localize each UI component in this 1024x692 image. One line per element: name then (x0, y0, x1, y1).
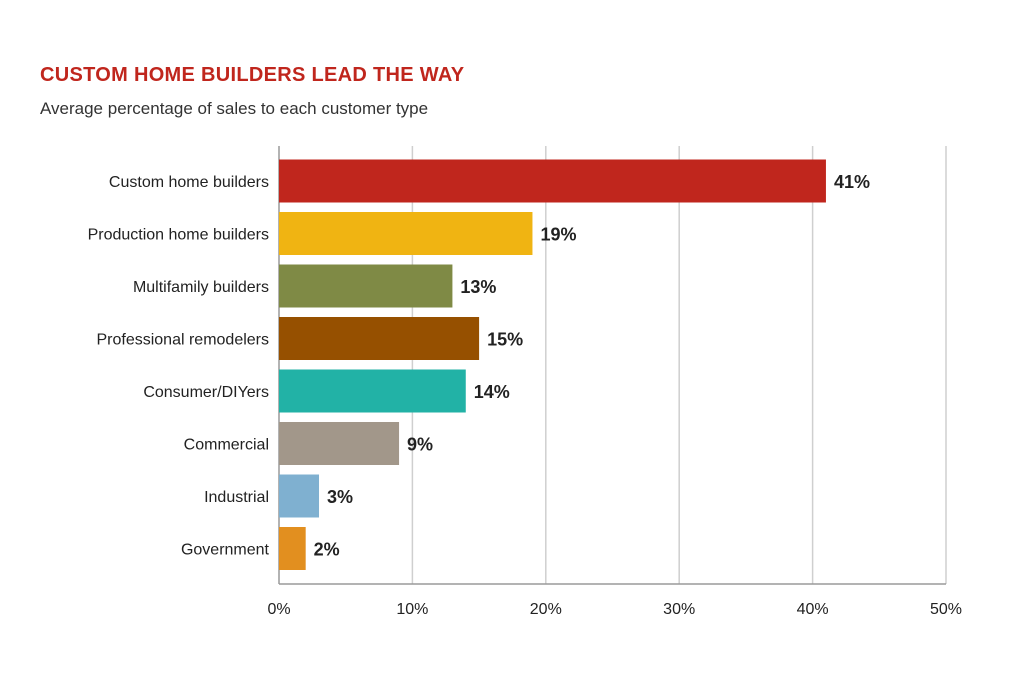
value-label: 41% (834, 172, 870, 192)
chart-title: CUSTOM HOME BUILDERS LEAD THE WAY (40, 64, 465, 86)
bars (279, 159, 826, 570)
bar (279, 474, 320, 518)
value-label: 9% (407, 435, 433, 455)
category-label: Industrial (204, 489, 269, 506)
bar (279, 212, 533, 255)
category-labels: Custom home builders Production home buil… (88, 174, 270, 559)
x-tick-label: 30% (663, 601, 695, 618)
bar (279, 527, 306, 570)
bar (279, 159, 826, 203)
category-label: Multifamily builders (133, 279, 269, 296)
bar (279, 422, 400, 465)
value-label: 19% (540, 225, 576, 245)
x-tick-label: 10% (396, 601, 428, 618)
value-label: 2% (314, 540, 340, 560)
x-tick-label: 20% (530, 601, 562, 618)
x-axis-tick-labels: 0% 10% 20% 30% 40% 50% (267, 601, 962, 618)
category-label: Professional remodelers (96, 332, 269, 349)
category-label: Government (181, 542, 270, 559)
x-tick-label: 50% (930, 601, 962, 618)
x-tick-label: 0% (267, 601, 290, 618)
category-label: Commercial (184, 437, 269, 454)
bar (279, 317, 480, 360)
gridlines (278, 146, 947, 585)
category-label: Custom home builders (109, 174, 269, 191)
value-labels: 41% 19% 13% 15% 14% 9% 3% 2% (314, 172, 870, 560)
bar (279, 264, 453, 308)
chart-subtitle: Average percentage of sales to each cust… (40, 99, 429, 118)
bar (279, 369, 466, 413)
value-label: 3% (327, 487, 353, 507)
value-label: 13% (460, 277, 496, 297)
value-label: 14% (474, 382, 510, 402)
x-tick-label: 40% (797, 601, 829, 618)
category-label: Consumer/DIYers (143, 384, 269, 401)
value-label: 15% (487, 330, 523, 350)
category-label: Production home builders (88, 227, 269, 244)
